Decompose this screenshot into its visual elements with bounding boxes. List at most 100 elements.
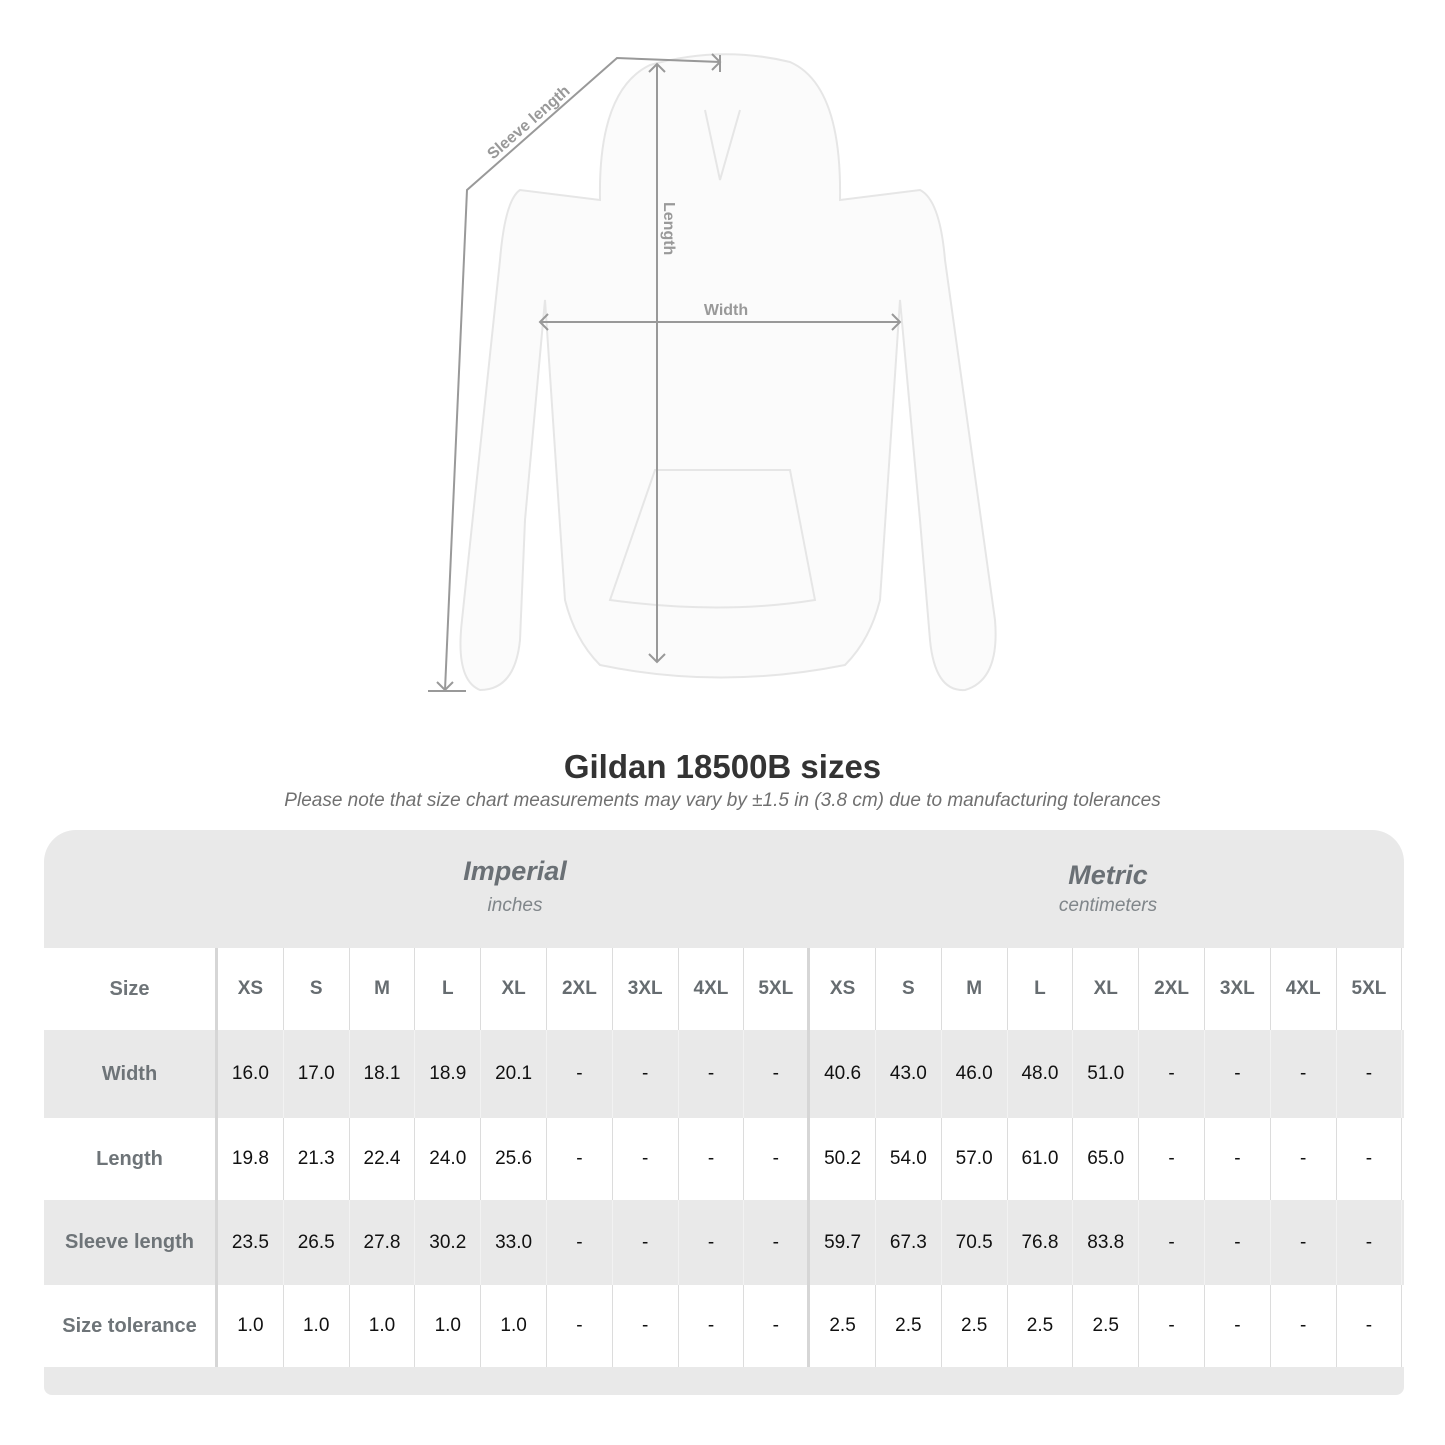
size-header-cell: 4XL	[1271, 948, 1337, 1030]
value-cell: 67.3	[876, 1200, 942, 1285]
size-table: Imperial inches Metric centimeters Size X…	[44, 830, 1404, 1395]
metric-header: Metric centimeters	[812, 830, 1404, 948]
tolerance-note: Please note that size chart measurements…	[284, 790, 1161, 811]
value-cell: 23.5	[218, 1200, 284, 1285]
page-title: Gildan 18500B sizes	[563, 748, 882, 785]
size-header-cell: XL	[481, 948, 547, 1030]
value-cell: 83.8	[1073, 1200, 1140, 1285]
size-header-row: Size XS S M L XL 2XL 3XL 4XL 5XL XS S M L XL 2XL 3XL 4XL 5…	[44, 948, 1404, 1030]
system-unit: inches	[487, 895, 543, 916]
size-header-cell: M	[350, 948, 416, 1030]
hoodie-illustration	[459, 53, 997, 692]
value-cell: 30.2	[415, 1200, 482, 1285]
value-cell: -	[1205, 1200, 1271, 1285]
value-cell: 48.0	[1008, 1030, 1074, 1118]
value-cell: 17.0	[284, 1030, 350, 1118]
row-label: Length	[44, 1118, 218, 1200]
value-cell: -	[1139, 1118, 1205, 1200]
sleeve-length-label: Sleeve length	[484, 83, 573, 164]
value-cell: -	[744, 1200, 811, 1285]
value-cell: -	[1205, 1285, 1271, 1367]
value-cell: 27.8	[350, 1200, 416, 1285]
value-cell: 25.6	[481, 1118, 547, 1200]
value-cell: 1.0	[481, 1285, 547, 1367]
value-cell: -	[1205, 1118, 1271, 1200]
value-cell: -	[679, 1285, 745, 1367]
table-row: Length 19.8 21.3 22.4 24.0 25.6- - - -50.2 54.0 57…	[44, 1118, 1404, 1200]
value-cell: 59.7	[810, 1200, 876, 1285]
table-row: Width 16.0 17.0 18.1 18.9 20.1- - - -40.6 43.0 46.…	[44, 1030, 1404, 1118]
size-header-cell: XS	[810, 948, 876, 1030]
row-label: Width	[44, 1030, 218, 1118]
value-cell: 22.4	[350, 1118, 416, 1200]
size-header-cell: L	[415, 948, 482, 1030]
size-header-cell: XL	[1073, 948, 1140, 1030]
value-cell: 2.5	[1008, 1285, 1074, 1367]
value-cell: 54.0	[876, 1118, 942, 1200]
size-header-cell: 2XL	[1139, 948, 1205, 1030]
sleeve-line	[444, 55, 721, 691]
value-cell: -	[744, 1285, 811, 1367]
value-cell: -	[1337, 1200, 1403, 1285]
value-cell: -	[547, 1118, 613, 1200]
value-cell: 1.0	[218, 1285, 284, 1367]
size-header-cell: 3XL	[1205, 948, 1271, 1030]
row-label: Size	[44, 948, 218, 1030]
value-cell: 21.3	[284, 1118, 350, 1200]
row-label: Size tolerance	[44, 1285, 218, 1367]
size-header-cell: L	[1008, 948, 1074, 1030]
value-cell: -	[679, 1118, 745, 1200]
table-row: Size tolerance 1.0 1.0 1.0 1.0 1.0- - - -2.5 2.5 2…	[44, 1285, 1404, 1367]
size-header-cell: M	[942, 948, 1008, 1030]
size-header-cell: 3XL	[613, 948, 679, 1030]
value-cell: 24.0	[415, 1118, 482, 1200]
system-name: Metric	[1068, 860, 1148, 890]
value-cell: 65.0	[1073, 1118, 1140, 1200]
value-cell: 46.0	[942, 1030, 1008, 1118]
value-cell: 1.0	[284, 1285, 350, 1367]
system-name: Imperial	[463, 856, 567, 886]
value-cell: -	[547, 1200, 613, 1285]
value-cell: 2.5	[810, 1285, 876, 1367]
hoodie-diagram: Sleeve length Length Width	[428, 53, 997, 692]
width-label: Width	[704, 302, 748, 319]
value-cell: -	[547, 1030, 613, 1118]
value-cell: 43.0	[876, 1030, 942, 1118]
value-cell: -	[1337, 1030, 1403, 1118]
value-cell: 16.0	[218, 1030, 284, 1118]
value-cell: 1.0	[350, 1285, 416, 1367]
value-cell: -	[1337, 1118, 1403, 1200]
value-cell: 76.8	[1008, 1200, 1074, 1285]
value-cell: 61.0	[1008, 1118, 1074, 1200]
value-cell: -	[744, 1030, 811, 1118]
size-header-cell: S	[876, 948, 942, 1030]
row-label: Sleeve length	[44, 1200, 218, 1285]
size-header-cell: S	[284, 948, 350, 1030]
value-cell: -	[679, 1200, 745, 1285]
imperial-header: Imperial inches	[218, 830, 812, 948]
value-cell: -	[1271, 1285, 1337, 1367]
value-cell: 57.0	[942, 1118, 1008, 1200]
size-header-cell: 4XL	[679, 948, 745, 1030]
value-cell: 2.5	[1073, 1285, 1140, 1367]
value-cell: -	[613, 1118, 679, 1200]
size-header-cell: 5XL	[1337, 948, 1403, 1030]
value-cell: -	[1271, 1118, 1337, 1200]
value-cell: -	[679, 1030, 745, 1118]
value-cell: -	[1337, 1285, 1403, 1367]
value-cell: -	[613, 1285, 679, 1367]
value-cell: 50.2	[810, 1118, 876, 1200]
size-header-cell: 2XL	[547, 948, 613, 1030]
size-header-cell: XS	[218, 948, 284, 1030]
value-cell: 2.5	[942, 1285, 1008, 1367]
value-cell: -	[1139, 1285, 1205, 1367]
system-unit: centimeters	[1058, 895, 1158, 916]
value-cell: -	[1139, 1200, 1205, 1285]
value-cell: -	[547, 1285, 613, 1367]
value-cell: 40.6	[810, 1030, 876, 1118]
measure-lines	[428, 53, 902, 692]
value-cell: 70.5	[942, 1200, 1008, 1285]
value-cell: 20.1	[481, 1030, 547, 1118]
value-cell: -	[1139, 1030, 1205, 1118]
value-cell: 33.0	[481, 1200, 547, 1285]
